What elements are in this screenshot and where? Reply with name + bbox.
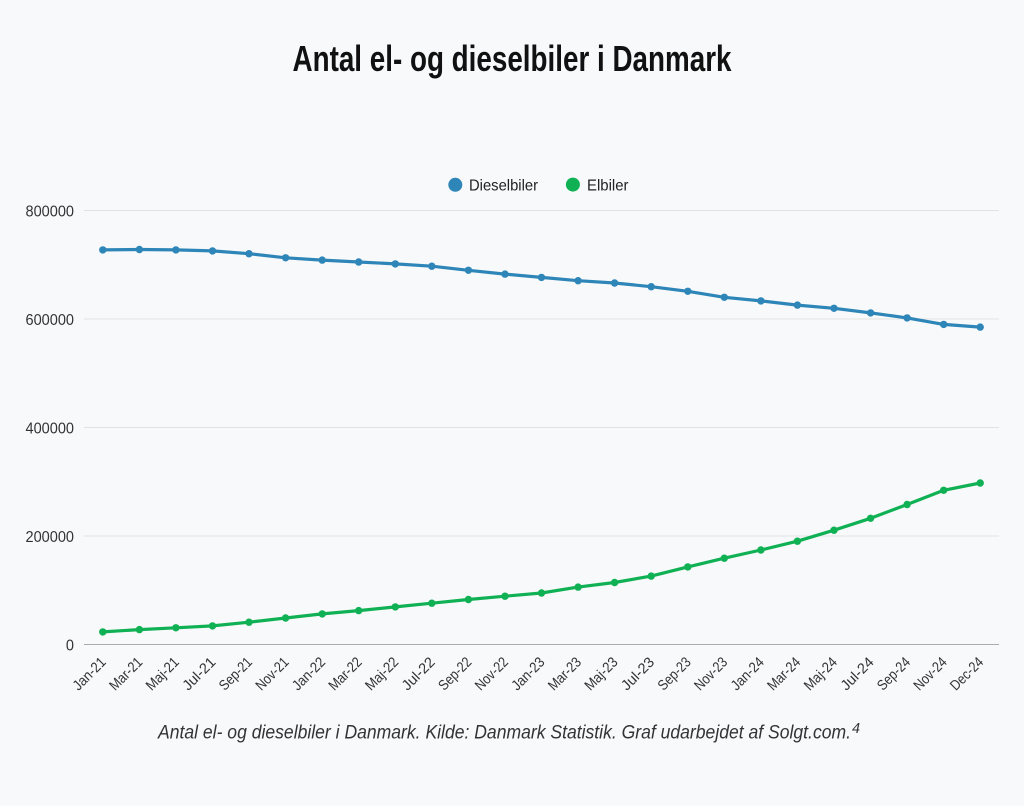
svg-text:4: 4 — [852, 721, 860, 737]
svg-text:Elbiler: Elbiler — [587, 178, 629, 195]
svg-text:Antal el- og dieselbiler i Dan: Antal el- og dieselbiler i Danmark. Kild… — [157, 723, 851, 744]
svg-text:400000: 400000 — [26, 420, 75, 437]
svg-text:200000: 200000 — [26, 529, 75, 546]
svg-text:600000: 600000 — [26, 312, 75, 329]
svg-text:0: 0 — [66, 637, 74, 654]
svg-text:Dieselbiler: Dieselbiler — [469, 178, 539, 195]
svg-text:Antal el- og dieselbiler i Dan: Antal el- og dieselbiler i Danmark — [293, 38, 733, 79]
svg-text:800000: 800000 — [26, 203, 75, 220]
